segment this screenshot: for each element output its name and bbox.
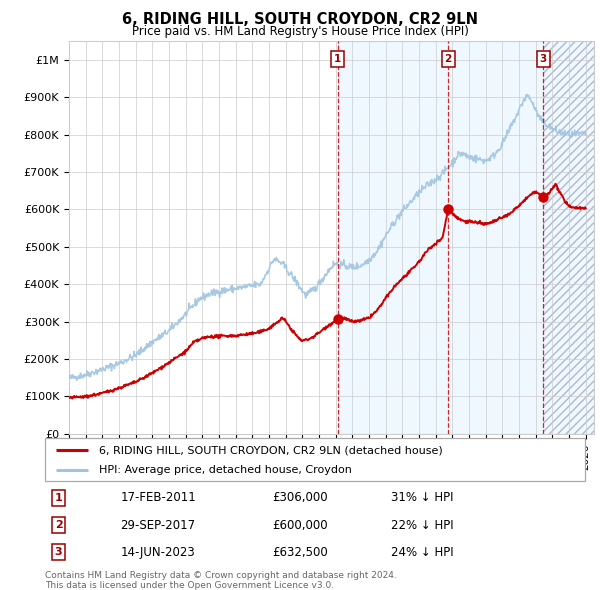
Text: 29-SEP-2017: 29-SEP-2017 <box>121 519 196 532</box>
Text: Contains HM Land Registry data © Crown copyright and database right 2024.
This d: Contains HM Land Registry data © Crown c… <box>45 571 397 590</box>
Text: 2: 2 <box>55 520 62 530</box>
Bar <box>338 41 594 434</box>
Text: 1: 1 <box>55 493 62 503</box>
Text: 1: 1 <box>334 54 341 64</box>
FancyBboxPatch shape <box>45 438 585 481</box>
Text: HPI: Average price, detached house, Croydon: HPI: Average price, detached house, Croy… <box>99 466 352 475</box>
Text: £632,500: £632,500 <box>272 546 328 559</box>
Text: 2: 2 <box>445 54 452 64</box>
Text: £600,000: £600,000 <box>272 519 328 532</box>
Text: 3: 3 <box>539 54 547 64</box>
Text: 3: 3 <box>55 548 62 558</box>
Text: £306,000: £306,000 <box>272 491 328 504</box>
Text: 31% ↓ HPI: 31% ↓ HPI <box>391 491 453 504</box>
Text: 6, RIDING HILL, SOUTH CROYDON, CR2 9LN: 6, RIDING HILL, SOUTH CROYDON, CR2 9LN <box>122 12 478 27</box>
Text: 6, RIDING HILL, SOUTH CROYDON, CR2 9LN (detached house): 6, RIDING HILL, SOUTH CROYDON, CR2 9LN (… <box>99 445 443 455</box>
Text: 22% ↓ HPI: 22% ↓ HPI <box>391 519 453 532</box>
Text: Price paid vs. HM Land Registry's House Price Index (HPI): Price paid vs. HM Land Registry's House … <box>131 25 469 38</box>
Text: 14-JUN-2023: 14-JUN-2023 <box>121 546 196 559</box>
Text: 17-FEB-2011: 17-FEB-2011 <box>121 491 196 504</box>
Text: 24% ↓ HPI: 24% ↓ HPI <box>391 546 453 559</box>
